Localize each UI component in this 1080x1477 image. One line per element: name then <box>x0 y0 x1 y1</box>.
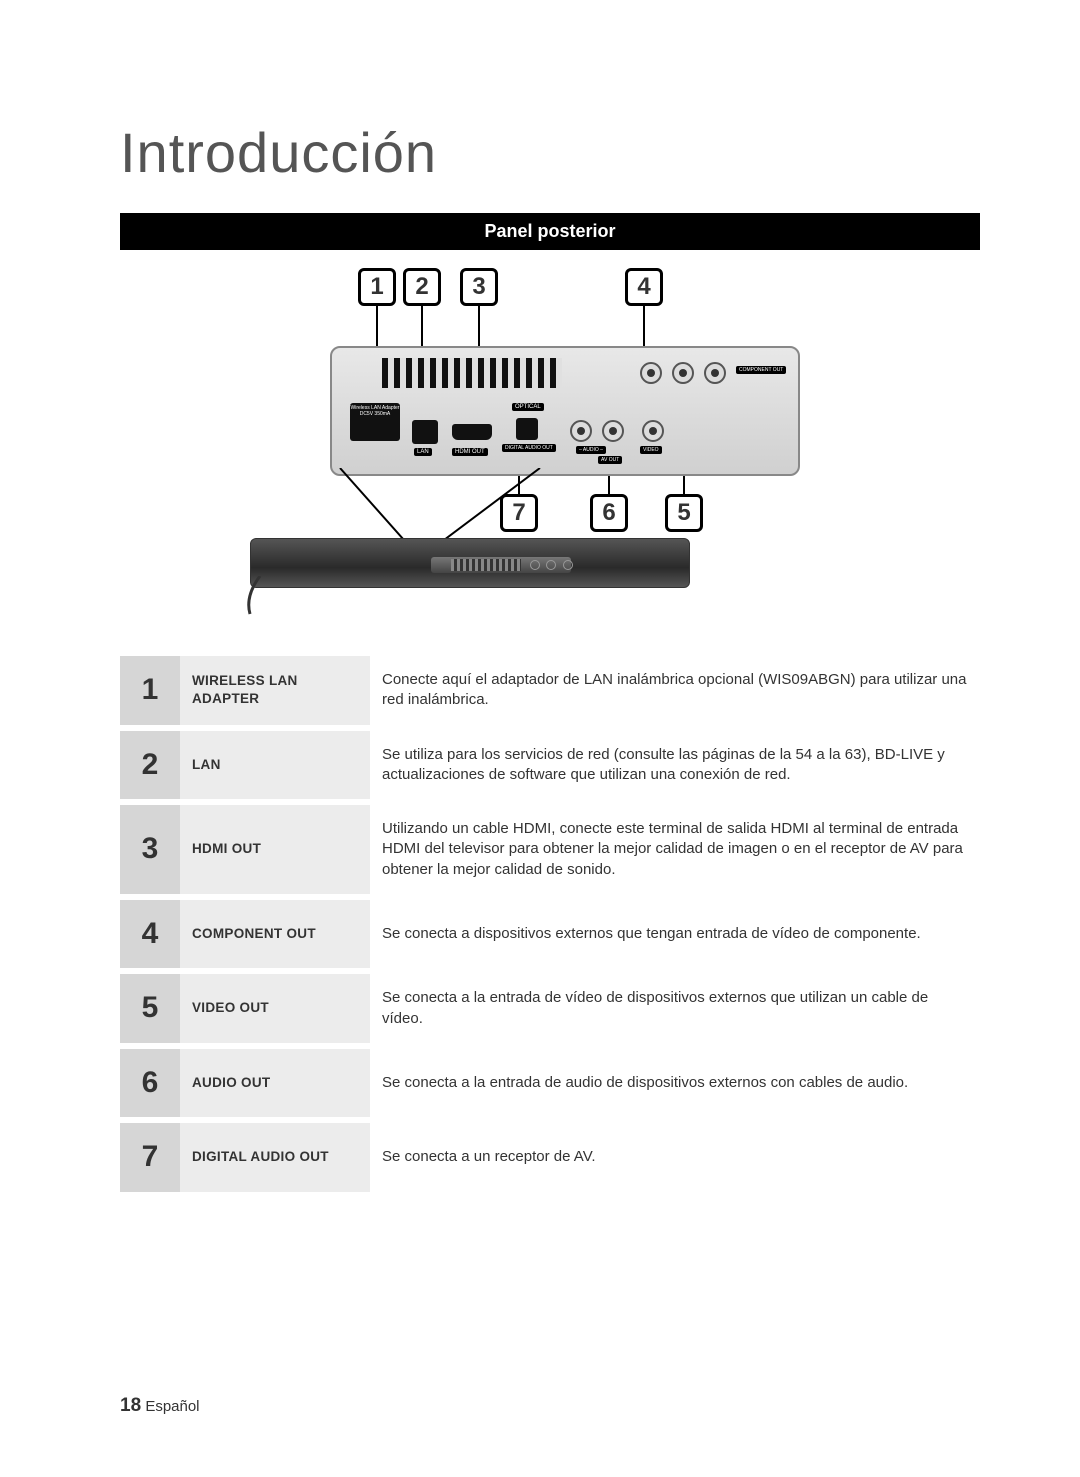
device-full-view <box>250 538 690 588</box>
port-name: COMPONENT OUT <box>180 897 370 972</box>
page-language: Español <box>145 1398 199 1415</box>
digital-audio-label: DIGITAL AUDIO OUT <box>502 444 556 452</box>
port-number: 3 <box>120 802 180 897</box>
power-cord-icon <box>240 576 300 616</box>
port-description: Se utiliza para los servicios de red (co… <box>370 728 980 803</box>
optical-label: OPTICAL <box>512 403 544 411</box>
port-name: WIRELESS LAN ADAPTER <box>180 656 370 728</box>
audio-label: – AUDIO – <box>576 446 606 454</box>
table-row: 6AUDIO OUTSe conecta a la entrada de aud… <box>120 1046 980 1121</box>
component-label: COMPONENT OUT <box>736 366 786 374</box>
port-description: Se conecta a la entrada de audio de disp… <box>370 1046 980 1121</box>
component-pb <box>672 362 694 384</box>
lan-label: LAN <box>414 448 432 456</box>
callout-4: 4 <box>625 268 663 306</box>
optical-port <box>516 418 538 440</box>
port-number: 1 <box>120 656 180 728</box>
port-number: 4 <box>120 897 180 972</box>
port-name: LAN <box>180 728 370 803</box>
audio-l-rca <box>570 420 592 442</box>
port-description: Se conecta a un receptor de AV. <box>370 1120 980 1192</box>
video-rca <box>642 420 664 442</box>
device-closeup-panel: Wireless LAN Adapter DC5V 350mA LAN HDMI… <box>330 346 800 476</box>
table-row: 3HDMI OUTUtilizando un cable HDMI, conec… <box>120 802 980 897</box>
port-description: Se conecta a dispositivos externos que t… <box>370 897 980 972</box>
ports-table: 1WIRELESS LAN ADAPTERConecte aquí el ada… <box>120 656 980 1192</box>
port-name: DIGITAL AUDIO OUT <box>180 1120 370 1192</box>
port-number: 5 <box>120 971 180 1046</box>
vent-slots <box>382 358 562 388</box>
table-row: 7DIGITAL AUDIO OUTSe conecta a un recept… <box>120 1120 980 1192</box>
callout-3: 3 <box>460 268 498 306</box>
table-row: 5VIDEO OUTSe conecta a la entrada de víd… <box>120 971 980 1046</box>
page-number: 18 <box>120 1395 141 1416</box>
port-description: Se conecta a la entrada de vídeo de disp… <box>370 971 980 1046</box>
callout-2: 2 <box>403 268 441 306</box>
video-label: VIDEO <box>640 446 662 454</box>
audio-r-rca <box>602 420 624 442</box>
hdmi-port <box>452 424 492 440</box>
table-row: 2LANSe utiliza para los servicios de red… <box>120 728 980 803</box>
table-row: 1WIRELESS LAN ADAPTERConecte aquí el ada… <box>120 656 980 728</box>
port-number: 2 <box>120 728 180 803</box>
page-footer: 18 Español <box>120 1395 200 1417</box>
avout-label: AV OUT <box>598 456 622 464</box>
lan-port <box>412 420 438 444</box>
hdmi-label: HDMI OUT <box>452 448 488 456</box>
callout-1: 1 <box>358 268 396 306</box>
port-name: VIDEO OUT <box>180 971 370 1046</box>
port-name: HDMI OUT <box>180 802 370 897</box>
table-row: 4COMPONENT OUTSe conecta a dispositivos … <box>120 897 980 972</box>
callout-5: 5 <box>665 494 703 532</box>
rear-panel-diagram: 1 2 3 4 Wireless LAN Adapter DC5V 350mA … <box>120 268 980 638</box>
port-description: Utilizando un cable HDMI, conecte este t… <box>370 802 980 897</box>
wireless-lan-port: Wireless LAN Adapter DC5V 350mA <box>350 403 400 441</box>
port-description: Conecte aquí el adaptador de LAN inalámb… <box>370 656 980 728</box>
page-title: Introducción <box>120 120 980 185</box>
component-pr <box>704 362 726 384</box>
port-number: 7 <box>120 1120 180 1192</box>
section-heading: Panel posterior <box>120 213 980 250</box>
component-y <box>640 362 662 384</box>
callout-6: 6 <box>590 494 628 532</box>
port-number: 6 <box>120 1046 180 1121</box>
port-name: AUDIO OUT <box>180 1046 370 1121</box>
